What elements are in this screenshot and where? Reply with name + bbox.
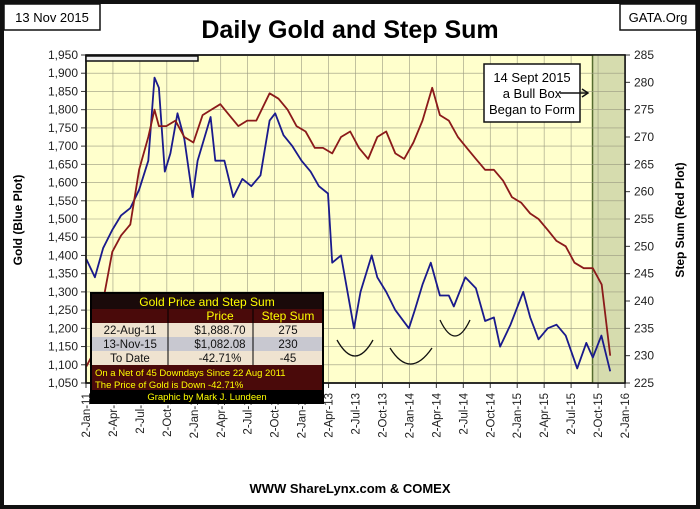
annotation-line: 14 Sept 2015 bbox=[493, 70, 570, 85]
y-tick-label: 1,550 bbox=[48, 194, 78, 208]
y2-tick-label: 265 bbox=[634, 157, 654, 171]
y-tick-label: 1,650 bbox=[48, 157, 78, 171]
table-cell: 230 bbox=[278, 339, 297, 351]
chart-title: Daily Gold and Step Sum bbox=[201, 16, 498, 44]
y2-tick-label: 245 bbox=[634, 267, 654, 281]
x-tick-label: 2-Jan-13 bbox=[297, 393, 309, 438]
y2-tick-label: 240 bbox=[634, 294, 654, 308]
date-label: 13 Nov 2015 bbox=[15, 10, 89, 25]
legend-bar bbox=[85, 55, 199, 62]
y2-tick-label: 270 bbox=[634, 130, 654, 144]
x-tick-label: 2-Apr-13 bbox=[324, 393, 336, 438]
x-tick-label: 2-Oct-15 bbox=[593, 393, 605, 438]
arc-mark bbox=[439, 319, 471, 337]
y-tick-label: 1,450 bbox=[48, 230, 78, 244]
table-title: Gold Price and Step Sum bbox=[139, 295, 274, 309]
table-cell: $1,082.08 bbox=[194, 339, 245, 351]
y-tick-label: 1,100 bbox=[48, 358, 78, 372]
y-axis-label: Gold (Blue Plot) bbox=[11, 175, 25, 266]
table-cell: 22-Aug-11 bbox=[104, 325, 157, 337]
y-tick-label: 1,850 bbox=[48, 84, 78, 98]
table-header: Step Sum bbox=[262, 309, 315, 323]
table-cell: -45 bbox=[280, 353, 297, 365]
x-tick-label: 2-Jan-16 bbox=[620, 393, 632, 438]
source-box bbox=[619, 3, 697, 31]
y2-tick-label: 260 bbox=[634, 185, 654, 199]
annotation-line: Began to Form bbox=[489, 102, 575, 117]
x-tick-label: 2-Jul-13 bbox=[351, 393, 363, 435]
y-tick-label: 1,500 bbox=[48, 212, 78, 226]
x-tick-label: 2-Apr-15 bbox=[539, 393, 551, 438]
table-credit: Graphic by Mark J. Lundeen bbox=[147, 392, 266, 403]
gold-price-line bbox=[85, 76, 612, 372]
y-tick-label: 1,900 bbox=[48, 66, 78, 80]
x-tick-label: 2-Jul-14 bbox=[458, 392, 470, 434]
arc-mark bbox=[336, 339, 374, 357]
stats-table: Gold Price and Step Sum Price Step Sum 2… bbox=[90, 292, 324, 404]
footer-source: WWW ShareLynx.com & COMEX bbox=[249, 481, 450, 496]
y-tick-label: 1,950 bbox=[48, 48, 78, 62]
y2-tick-label: 250 bbox=[634, 239, 654, 253]
y2-tick-label: 280 bbox=[634, 75, 654, 89]
annotation-line: a Bull Box bbox=[503, 86, 562, 101]
step-sum-line bbox=[85, 86, 612, 368]
y-tick-label: 1,200 bbox=[48, 321, 78, 335]
table-note: The Price of Gold is Down -42.71% bbox=[95, 380, 244, 391]
y2-tick-label: 225 bbox=[634, 376, 654, 390]
plot-border bbox=[85, 54, 626, 384]
x-tick-label: 2-Apr-12 bbox=[216, 393, 228, 438]
arrow-icon bbox=[560, 88, 590, 98]
y-tick-label: 1,600 bbox=[48, 176, 78, 190]
y2-tick-label: 255 bbox=[634, 212, 654, 226]
table-header: Price bbox=[206, 309, 234, 323]
table-note: On a Net of 45 Downdays Since 22 Aug 201… bbox=[95, 368, 285, 379]
y-tick-label: 1,300 bbox=[48, 285, 78, 299]
x-tick-label: 2-Oct-12 bbox=[270, 393, 282, 438]
y2-tick-label: 285 bbox=[634, 48, 654, 62]
y2-tick-label: 275 bbox=[634, 103, 654, 117]
y-tick-label: 1,350 bbox=[48, 267, 78, 281]
x-tick-label: 2-Jan-12 bbox=[189, 393, 201, 438]
x-tick-label: 2-Jan-11 bbox=[81, 393, 93, 438]
y2-tick-label: 230 bbox=[634, 349, 654, 363]
table-cell: 13-Nov-15 bbox=[103, 339, 157, 351]
table-cell: -42.71% bbox=[199, 353, 242, 365]
y2-axis-label: Step Sum (Red Plot) bbox=[673, 162, 687, 277]
x-tick-label: 2-Oct-13 bbox=[377, 393, 389, 438]
date-box bbox=[3, 3, 101, 31]
x-tick-label: 2-Jan-15 bbox=[512, 393, 524, 438]
table-cell: To Date bbox=[110, 353, 150, 365]
x-tick-label: 2-Oct-14 bbox=[485, 392, 497, 437]
y-tick-label: 1,050 bbox=[48, 376, 78, 390]
source-label: GATA.Org bbox=[629, 10, 688, 25]
x-tick-label: 2-Jan-14 bbox=[404, 392, 416, 438]
arc-mark bbox=[389, 347, 433, 365]
y2-tick-label: 235 bbox=[634, 321, 654, 335]
y-tick-label: 1,400 bbox=[48, 248, 78, 262]
y-tick-label: 1,800 bbox=[48, 103, 78, 117]
x-tick-label: 2-Jul-15 bbox=[566, 393, 578, 435]
y-tick-label: 1,150 bbox=[48, 340, 78, 354]
table-cell: $1,888.70 bbox=[194, 325, 245, 337]
y-tick-label: 1,750 bbox=[48, 121, 78, 135]
y-tick-label: 1,700 bbox=[48, 139, 78, 153]
y-tick-label: 1,250 bbox=[48, 303, 78, 317]
table-cell: 275 bbox=[278, 325, 297, 337]
smile-arcs bbox=[336, 319, 471, 365]
x-tick-label: 2-Apr-14 bbox=[431, 392, 443, 437]
